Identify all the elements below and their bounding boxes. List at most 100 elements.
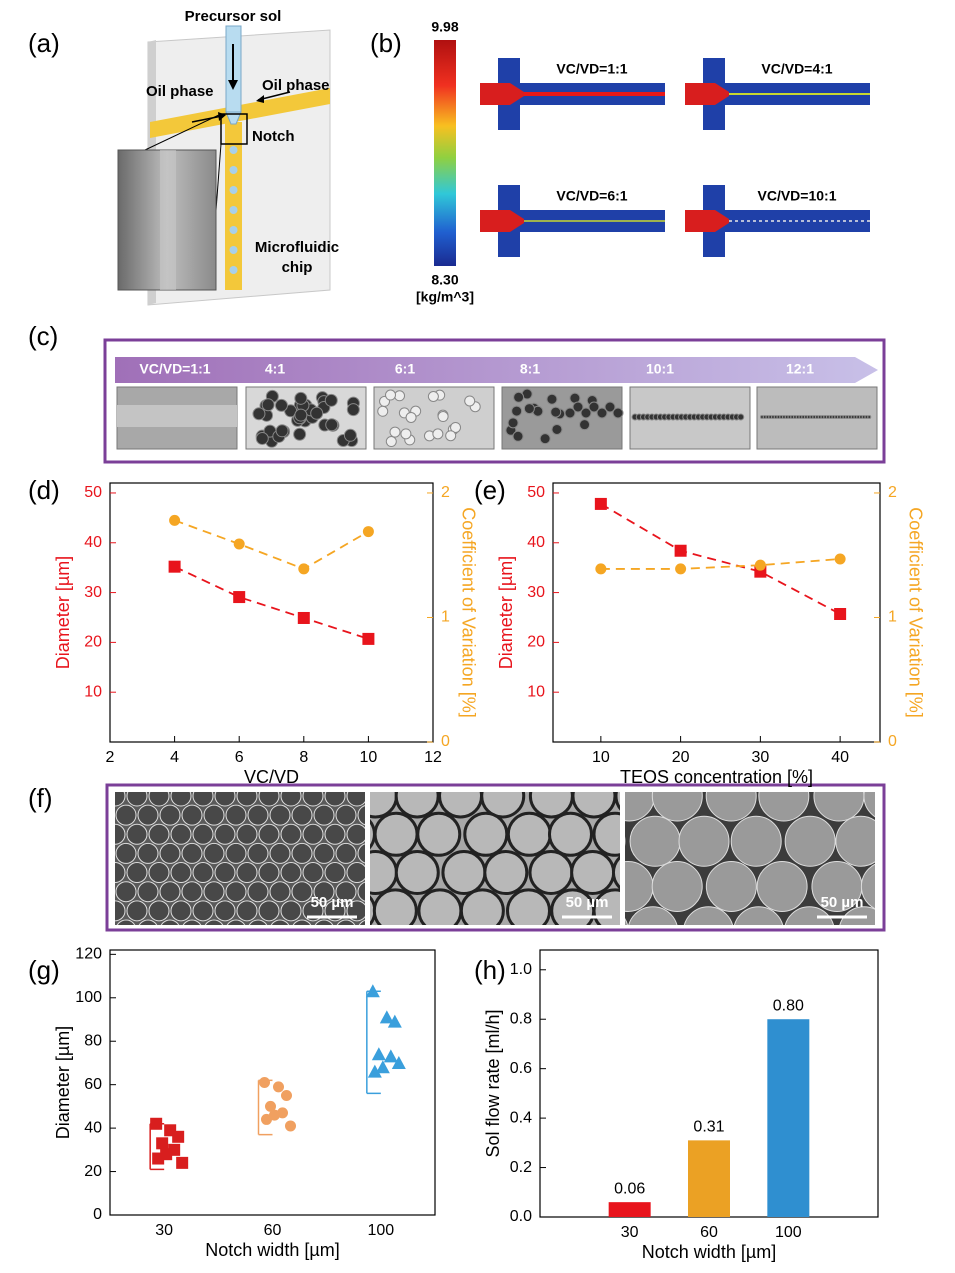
sphere — [214, 900, 236, 922]
y-tick-label: 80 — [84, 1032, 102, 1049]
sphere — [506, 811, 552, 857]
droplet — [325, 418, 339, 432]
droplet — [377, 405, 389, 417]
colorbar — [434, 40, 456, 266]
sphere — [116, 919, 136, 925]
sphere — [357, 805, 365, 826]
droplet — [274, 398, 288, 412]
sphere — [302, 792, 324, 807]
sphere — [357, 881, 365, 902]
marker — [259, 1077, 270, 1088]
sphere — [182, 919, 202, 925]
sphere — [394, 792, 440, 819]
sphere — [247, 881, 269, 903]
y-axis-label: Diameter [µm] — [53, 1026, 73, 1139]
marker — [387, 1014, 402, 1028]
sphere — [181, 804, 203, 826]
sphere — [148, 823, 170, 845]
sphere — [258, 792, 280, 807]
sphere — [335, 842, 357, 864]
sphere — [651, 792, 703, 822]
sphere — [126, 862, 148, 884]
sphere — [860, 863, 875, 910]
sphere — [480, 792, 526, 819]
sphere — [528, 850, 574, 896]
y2-axis-label: Coefficient of Variation [%] — [458, 507, 478, 717]
droplet — [394, 390, 406, 402]
panel-frame — [103, 338, 886, 464]
sphere — [126, 823, 148, 845]
panel-label: (b) — [370, 28, 402, 58]
droplet — [737, 413, 745, 421]
sphere — [115, 804, 137, 826]
sphere — [280, 792, 302, 807]
marker — [674, 544, 687, 557]
sphere — [148, 862, 170, 884]
droplet — [229, 226, 238, 234]
panel-label: (e) — [474, 475, 506, 505]
sphere — [137, 881, 159, 903]
sphere — [170, 900, 192, 922]
sphere — [236, 900, 258, 922]
y-tick-label: 30 — [84, 584, 102, 601]
sphere — [705, 792, 757, 822]
plot-frame — [109, 949, 436, 1216]
scale-bar-label: 50 µm — [566, 894, 609, 911]
droplet — [346, 403, 360, 417]
droplet — [294, 408, 308, 422]
colorbar-max: 9.98 — [431, 19, 458, 35]
ratio-label: 12:1 — [786, 361, 814, 377]
sphere — [258, 900, 280, 922]
marker — [233, 538, 245, 550]
sphere — [126, 900, 148, 922]
y-axis-label: Diameter [µm] — [496, 556, 516, 669]
sphere — [115, 881, 137, 903]
droplet — [596, 407, 608, 419]
sphere — [247, 804, 269, 826]
sphere — [94, 882, 114, 902]
sphere — [346, 862, 365, 884]
sphere — [203, 881, 225, 903]
sphere — [291, 881, 313, 903]
sphere — [614, 792, 620, 811]
y-tick-label: 10 — [527, 683, 545, 700]
sphere — [280, 862, 302, 884]
marker — [261, 1113, 272, 1125]
droplet — [450, 421, 462, 433]
sphere — [373, 811, 419, 857]
marker — [365, 984, 380, 998]
droplet — [324, 393, 338, 407]
ratio-label: 10:1 — [646, 361, 674, 377]
sphere — [302, 823, 324, 845]
chip-illustration — [117, 25, 331, 306]
sphere — [214, 823, 236, 845]
sphere — [784, 815, 836, 867]
x-tick-label: 40 — [831, 749, 849, 766]
label: Oil phase — [146, 83, 214, 100]
sphere — [346, 823, 365, 845]
panel-frame — [105, 783, 886, 932]
sphere — [758, 792, 810, 822]
sphere — [625, 918, 629, 925]
sphere — [705, 860, 757, 912]
sphere — [181, 842, 203, 864]
droplet — [612, 407, 624, 419]
sphere — [159, 804, 181, 826]
sphere — [291, 804, 313, 826]
sphere — [292, 919, 312, 925]
droplet — [588, 401, 600, 413]
sim-inlet — [685, 83, 729, 105]
droplet — [551, 423, 563, 435]
y-tick-label: 0 — [93, 1206, 102, 1223]
sphere — [441, 850, 487, 896]
plot-frame — [109, 482, 434, 743]
marker — [675, 563, 687, 575]
sphere — [438, 792, 484, 819]
series-line — [174, 519, 369, 570]
droplet — [437, 411, 449, 423]
sphere — [756, 860, 808, 912]
y-tick-label: 30 — [527, 584, 545, 601]
sphere — [83, 786, 103, 806]
